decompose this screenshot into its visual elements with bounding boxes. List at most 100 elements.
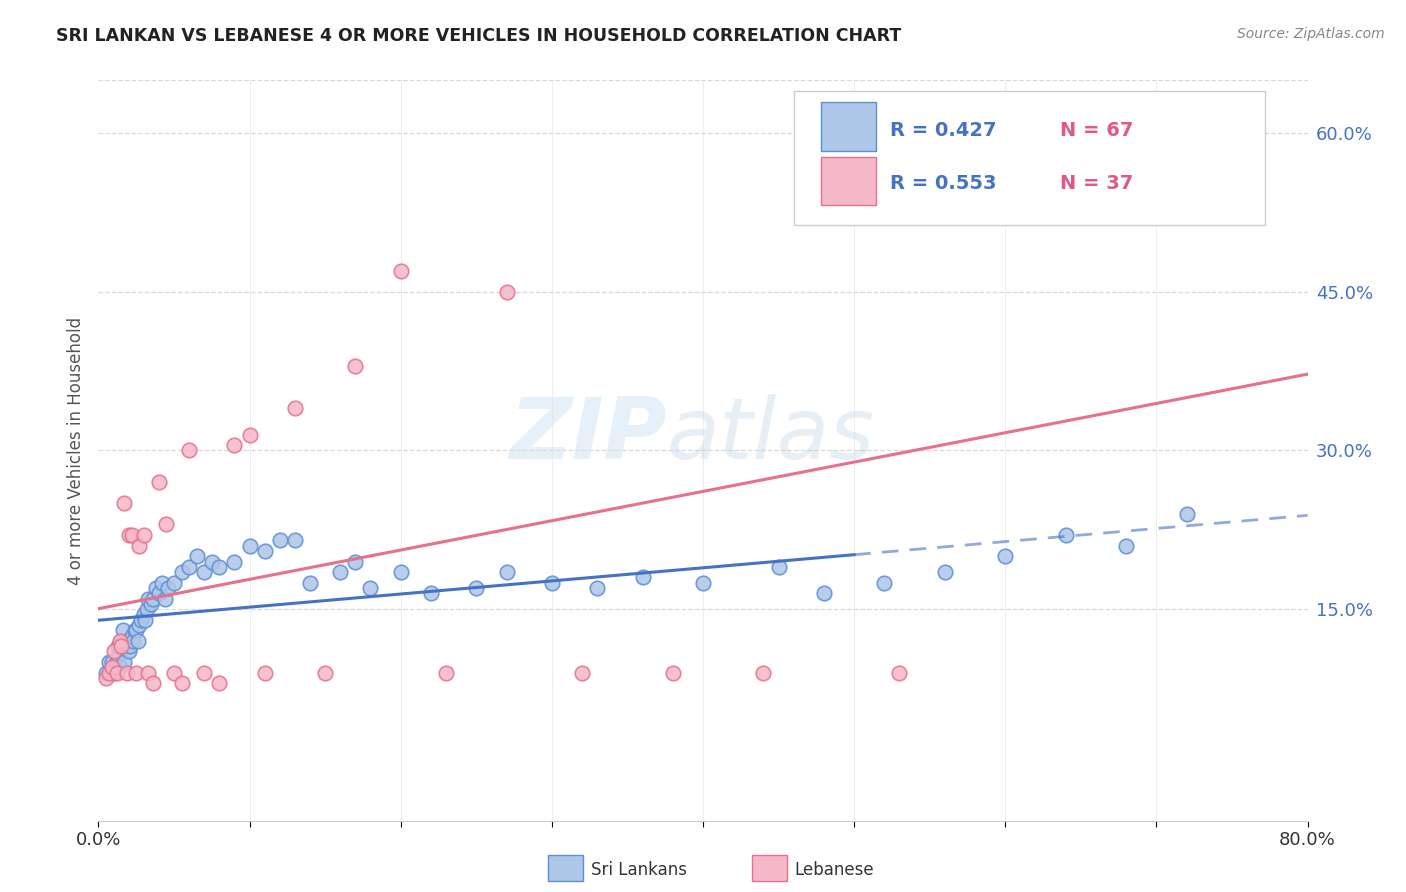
Point: [239, 539, 262, 553]
Text: Lebanese: Lebanese: [794, 861, 875, 879]
Point: [118, 528, 141, 542]
Point: [121, 629, 143, 643]
Point: [239, 427, 262, 442]
Point: [299, 575, 322, 590]
Point: [153, 591, 176, 606]
Text: SRI LANKAN VS LEBANESE 4 OR MORE VEHICLES IN HOUSEHOLD CORRELATION CHART: SRI LANKAN VS LEBANESE 4 OR MORE VEHICLE…: [56, 27, 901, 45]
Point: [314, 665, 336, 680]
Point: [661, 665, 683, 680]
Point: [104, 660, 127, 674]
Point: [98, 665, 121, 680]
Point: [141, 597, 163, 611]
Text: R = 0.427: R = 0.427: [890, 121, 997, 140]
Text: N = 67: N = 67: [1060, 121, 1133, 140]
Point: [389, 565, 412, 579]
Point: [692, 575, 714, 590]
Point: [122, 633, 145, 648]
Point: [125, 624, 148, 638]
Text: atlas: atlas: [666, 394, 875, 477]
Point: [94, 665, 117, 680]
Point: [873, 575, 896, 590]
Point: [889, 665, 911, 680]
Point: [284, 401, 307, 416]
Point: [752, 665, 775, 680]
Point: [124, 624, 146, 638]
Point: [148, 475, 170, 490]
Point: [108, 633, 131, 648]
Point: [110, 639, 132, 653]
Point: [107, 649, 129, 664]
Point: [170, 565, 193, 579]
Point: [127, 633, 149, 648]
Point: [128, 539, 150, 553]
Point: [103, 644, 125, 658]
Point: [934, 565, 956, 579]
Point: [136, 591, 159, 606]
Point: [495, 285, 517, 299]
Point: [156, 581, 179, 595]
Point: [186, 549, 208, 564]
Point: [145, 581, 167, 595]
Point: [101, 660, 124, 674]
Point: [163, 665, 186, 680]
Point: [495, 565, 517, 579]
Point: [132, 528, 155, 542]
Y-axis label: 4 or more Vehicles in Household: 4 or more Vehicles in Household: [66, 317, 84, 584]
Point: [253, 665, 276, 680]
Point: [142, 591, 165, 606]
Text: Sri Lankans: Sri Lankans: [591, 861, 686, 879]
Point: [110, 633, 132, 648]
FancyBboxPatch shape: [821, 103, 876, 151]
Text: ZIP: ZIP: [509, 394, 666, 477]
Point: [128, 618, 150, 632]
Point: [224, 438, 246, 452]
Point: [125, 665, 148, 680]
Point: [112, 655, 135, 669]
Point: [586, 581, 609, 595]
Point: [170, 676, 193, 690]
Point: [284, 533, 307, 548]
Point: [1070, 126, 1092, 140]
FancyBboxPatch shape: [793, 91, 1265, 225]
Point: [155, 517, 177, 532]
Point: [193, 665, 215, 680]
Point: [253, 544, 276, 558]
Point: [142, 676, 165, 690]
Point: [111, 624, 134, 638]
Point: [389, 263, 412, 277]
Text: N = 37: N = 37: [1060, 175, 1133, 194]
Point: [114, 639, 136, 653]
Point: [540, 575, 562, 590]
Point: [360, 581, 382, 595]
Point: [121, 528, 143, 542]
Point: [224, 554, 246, 569]
Point: [344, 554, 367, 569]
Point: [148, 586, 170, 600]
Point: [150, 575, 173, 590]
Text: R = 0.553: R = 0.553: [890, 175, 997, 194]
Point: [112, 496, 135, 510]
Point: [768, 559, 790, 574]
Point: [179, 559, 201, 574]
Point: [344, 359, 367, 373]
Point: [179, 443, 201, 458]
Point: [163, 575, 186, 590]
Point: [329, 565, 352, 579]
Point: [105, 655, 128, 669]
Point: [208, 559, 231, 574]
Point: [132, 607, 155, 622]
FancyBboxPatch shape: [821, 156, 876, 204]
Point: [105, 665, 128, 680]
Point: [193, 565, 215, 579]
Point: [208, 676, 231, 690]
Point: [269, 533, 291, 548]
Point: [813, 586, 835, 600]
Point: [1115, 539, 1137, 553]
Point: [98, 655, 121, 669]
Point: [1054, 528, 1077, 542]
Point: [994, 549, 1017, 564]
Point: [129, 613, 152, 627]
Point: [465, 581, 488, 595]
Point: [94, 671, 117, 685]
Point: [1175, 507, 1198, 521]
